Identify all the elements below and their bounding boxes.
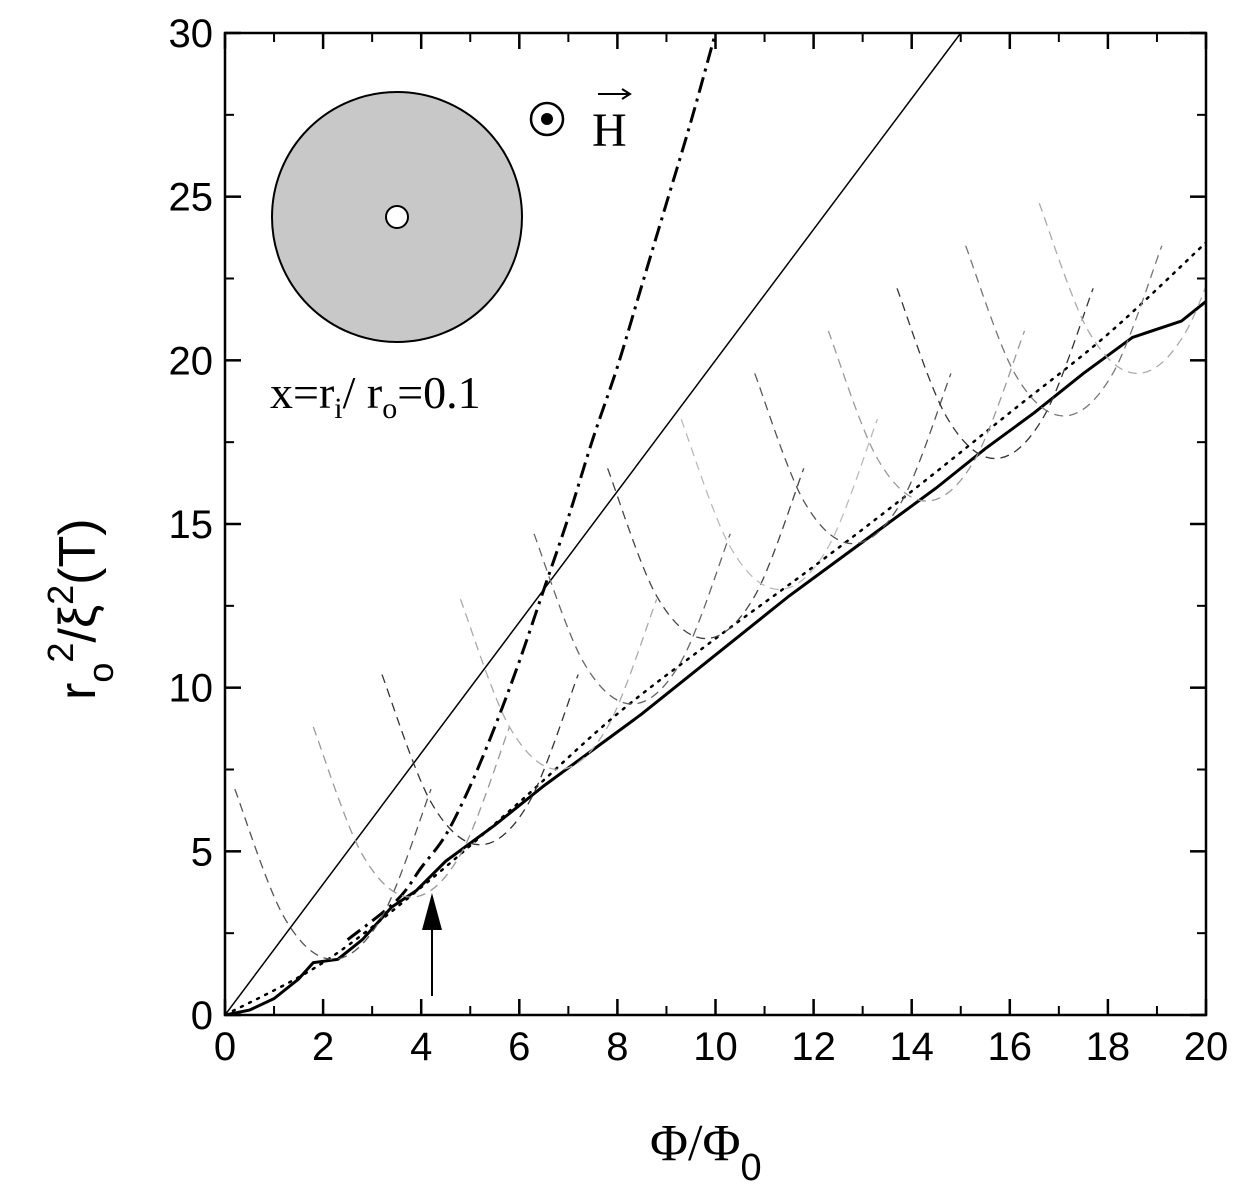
y-tick-label: 20 (169, 339, 214, 383)
axes: 0 2 4 6 8 10 12 14 16 18 20 0 5 10 15 20 25 30 (169, 12, 1229, 1069)
curve (965, 245, 1163, 417)
curve (827, 330, 1026, 502)
x-tick-label: 2 (312, 1025, 334, 1069)
annotation-part: =0.1 (397, 367, 480, 418)
plot-area (225, 33, 1206, 1015)
field-label: H (592, 104, 627, 157)
arrow (422, 893, 442, 996)
y-tick-label: 0 (191, 994, 213, 1038)
field-symbol (529, 88, 632, 137)
y-label-part: 2 (40, 585, 81, 605)
curve (533, 533, 731, 705)
curve (459, 599, 658, 771)
y-label-part: o (80, 663, 121, 683)
annotation: x=ri/ ro=0.1 (270, 367, 481, 425)
curve (381, 674, 579, 846)
annotation-part: i (334, 392, 342, 425)
annotation-part: x=r (270, 367, 334, 418)
inset-disk (271, 91, 523, 343)
x-label-part: 0 (740, 1147, 761, 1189)
x-tick-label: 10 (693, 1025, 738, 1069)
curve (346, 33, 717, 941)
annotation-part: / r (343, 367, 383, 418)
curve (225, 300, 1206, 1015)
x-tick-label: 18 (1086, 1025, 1131, 1069)
curve (312, 726, 511, 898)
y-tick-label: 30 (169, 12, 214, 56)
curve (234, 788, 432, 961)
x-tick-label: 6 (508, 1025, 530, 1069)
x-axis-label: Φ/Φ0 (650, 1115, 762, 1189)
y-label-part: r (49, 683, 107, 700)
y-tick-label: 25 (169, 176, 214, 220)
x-tick-label: 12 (791, 1025, 836, 1069)
x-tick-label: 8 (606, 1025, 628, 1069)
x-tick-label: 0 (214, 1025, 236, 1069)
x-tick-label: 20 (1184, 1025, 1229, 1069)
y-tick-label: 15 (169, 503, 214, 547)
y-tick-label: 10 (169, 667, 214, 711)
curve (1038, 202, 1206, 375)
y-axis-label: ro2/ξ2(T) (40, 518, 121, 700)
y-tick-label: 5 (191, 830, 213, 874)
curve (896, 288, 1094, 460)
curve (225, 33, 962, 1015)
annotation-part: o (382, 392, 397, 425)
curve (606, 468, 805, 640)
x-tick-label: 14 (889, 1025, 934, 1069)
x-tick-label: 4 (410, 1025, 432, 1069)
y-label-part: 2 (40, 643, 81, 663)
curve (680, 419, 878, 591)
y-label-part: (T) (49, 518, 107, 584)
x-label-part: Φ/Φ (650, 1115, 740, 1172)
curve (225, 241, 1206, 1015)
curve (754, 373, 952, 545)
x-tick-label: 16 (988, 1025, 1033, 1069)
y-label-part: /ξ (49, 605, 107, 643)
